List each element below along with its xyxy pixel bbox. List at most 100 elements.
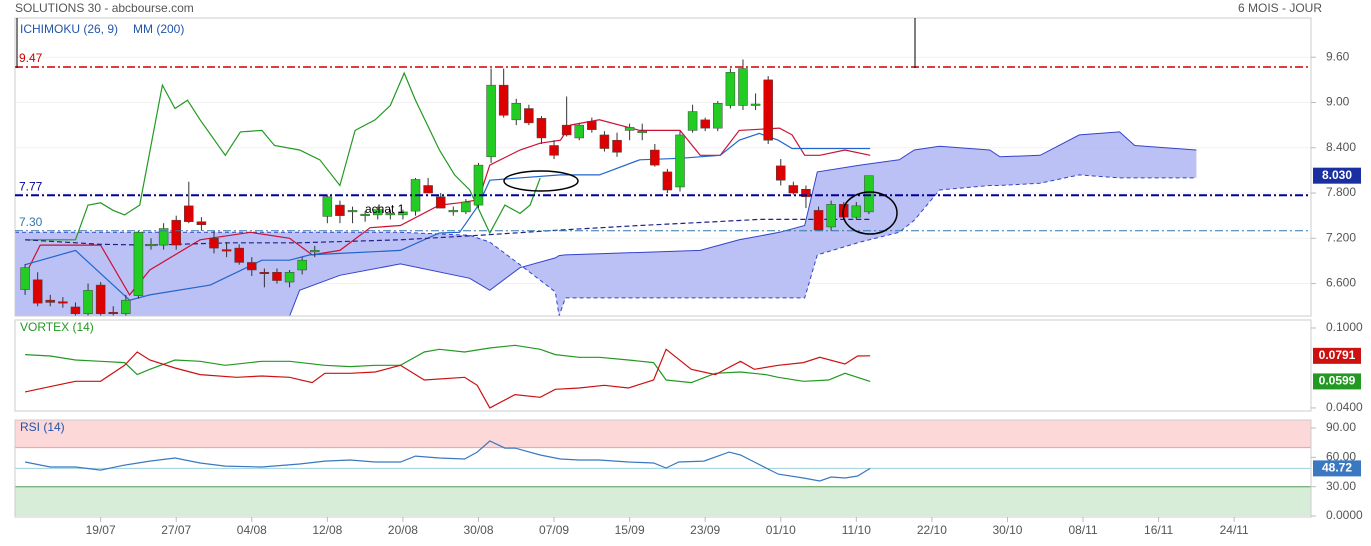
- candle-body: [221, 249, 232, 252]
- candle-body: [146, 244, 156, 247]
- candle-body: [70, 306, 81, 314]
- price-tag-label: 8.030: [1322, 168, 1352, 182]
- x-tick-label: 11/10: [842, 523, 871, 537]
- series-line: [24, 440, 871, 482]
- value-tag: [1313, 347, 1361, 364]
- x-tick-label: 16/11: [1144, 523, 1173, 537]
- candle-body: [776, 165, 786, 181]
- candle-body: [32, 279, 43, 304]
- highlight-ellipse: [503, 170, 579, 192]
- candle-body: [612, 139, 622, 153]
- y-tick-label: 9.00: [1326, 95, 1350, 109]
- candle-body: [297, 259, 307, 271]
- candle-body: [95, 284, 106, 314]
- candle-body: [133, 232, 144, 296]
- y-tick-label: 7.800: [1326, 185, 1356, 199]
- layers: 9.60 9.00 8.400 7.800 7.200 6.600 9.47 7.77 7.30…: [14, 17, 1363, 537]
- candle-body: [587, 121, 597, 130]
- series-line: [25, 344, 871, 384]
- candle-body: [700, 119, 710, 129]
- candle-body: [536, 118, 547, 139]
- ichimoku-cloud: [15, 131, 1197, 316]
- value-tag: [1313, 460, 1361, 477]
- candle-body: [763, 79, 773, 141]
- cloud-span-b: [15, 131, 1197, 316]
- candle-body: [58, 301, 68, 304]
- candle-body: [498, 84, 509, 116]
- x-tick-label: 01/10: [766, 523, 796, 537]
- candle-body: [713, 103, 723, 129]
- candle-body: [574, 124, 584, 139]
- candle-body: [272, 271, 282, 281]
- candle-body: [813, 210, 824, 231]
- candle-body: [675, 134, 685, 188]
- candle-body: [725, 72, 736, 106]
- panel: [24, 344, 871, 409]
- candle-body: [864, 175, 874, 213]
- x-tick-label: 30/08: [463, 523, 493, 537]
- candle-body: [171, 219, 181, 246]
- y-tick-label: 60.00: [1326, 450, 1356, 464]
- candle-body: [851, 205, 862, 218]
- candle-body: [511, 103, 522, 121]
- x-tick-label: 19/07: [86, 523, 116, 537]
- y-tick-label: 90.00: [1326, 420, 1356, 434]
- panel: [15, 56, 1311, 316]
- candle-body: [108, 311, 118, 314]
- panel-title: VORTEX (14): [20, 320, 94, 334]
- zone: [15, 486, 1311, 517]
- price-tag: [1313, 167, 1361, 184]
- candle-body: [234, 247, 244, 263]
- panel-title: RSI (14): [20, 420, 65, 434]
- y-tick-label: 8.400: [1326, 140, 1356, 154]
- level-label: 7.77: [19, 179, 43, 193]
- x-tick-label: 30/10: [992, 523, 1022, 537]
- candle-body: [322, 196, 333, 217]
- candle-body: [448, 210, 459, 213]
- x-tick-label: 15/09: [615, 523, 645, 537]
- legend-entry: ICHIMOKU (26, 9): [20, 22, 118, 36]
- candle-body: [247, 262, 257, 271]
- x-tick-label: 22/10: [917, 523, 947, 537]
- candle-body: [826, 204, 836, 228]
- panel: [15, 420, 1311, 517]
- y-tick-label: 0.0000: [1326, 508, 1363, 522]
- x-tick-label: 04/08: [237, 523, 267, 537]
- candle-body: [801, 189, 811, 198]
- candle-body: [549, 145, 559, 156]
- annotation: achat 1: [365, 202, 405, 216]
- candle-body: [599, 134, 610, 149]
- candle-body: [473, 164, 484, 206]
- candle-body: [750, 103, 761, 106]
- candle-body: [435, 196, 446, 209]
- page-title: SOLUTIONS 30 - abcbourse.com: [15, 1, 194, 15]
- candle-body: [45, 299, 56, 303]
- candle-body: [738, 68, 748, 106]
- candle-body: [310, 250, 320, 253]
- highlight-ellipse: [842, 191, 898, 235]
- candle-body: [423, 185, 433, 194]
- candle-body: [184, 205, 194, 222]
- legend-entry: MM (200): [133, 22, 184, 36]
- candle-body: [347, 210, 358, 213]
- x-tick-label: 27/07: [161, 523, 191, 537]
- y-tick-label: 6.600: [1326, 276, 1356, 290]
- candle-body: [662, 171, 673, 191]
- y-tick-label: 9.60: [1326, 49, 1350, 63]
- y-tick-label: 7.200: [1326, 230, 1356, 244]
- value-tag-label: 0.0599: [1319, 374, 1356, 388]
- series-line: [24, 348, 871, 409]
- y-tick-label: 0.1000: [1326, 320, 1363, 334]
- x-tick-label: 24/11: [1220, 523, 1249, 537]
- candle-body: [637, 130, 647, 133]
- level-label: 9.47: [19, 51, 43, 65]
- candle-body: [196, 221, 207, 225]
- candle-body: [121, 299, 131, 314]
- panel-frame: [14, 319, 1312, 412]
- x-tick-label: 23/09: [690, 523, 720, 537]
- y-tick-label: 0.0400: [1326, 400, 1363, 414]
- candle-body: [486, 84, 496, 158]
- candle-body: [372, 209, 383, 216]
- value-tag-label: 48.72: [1322, 461, 1352, 475]
- candle-body: [385, 213, 396, 216]
